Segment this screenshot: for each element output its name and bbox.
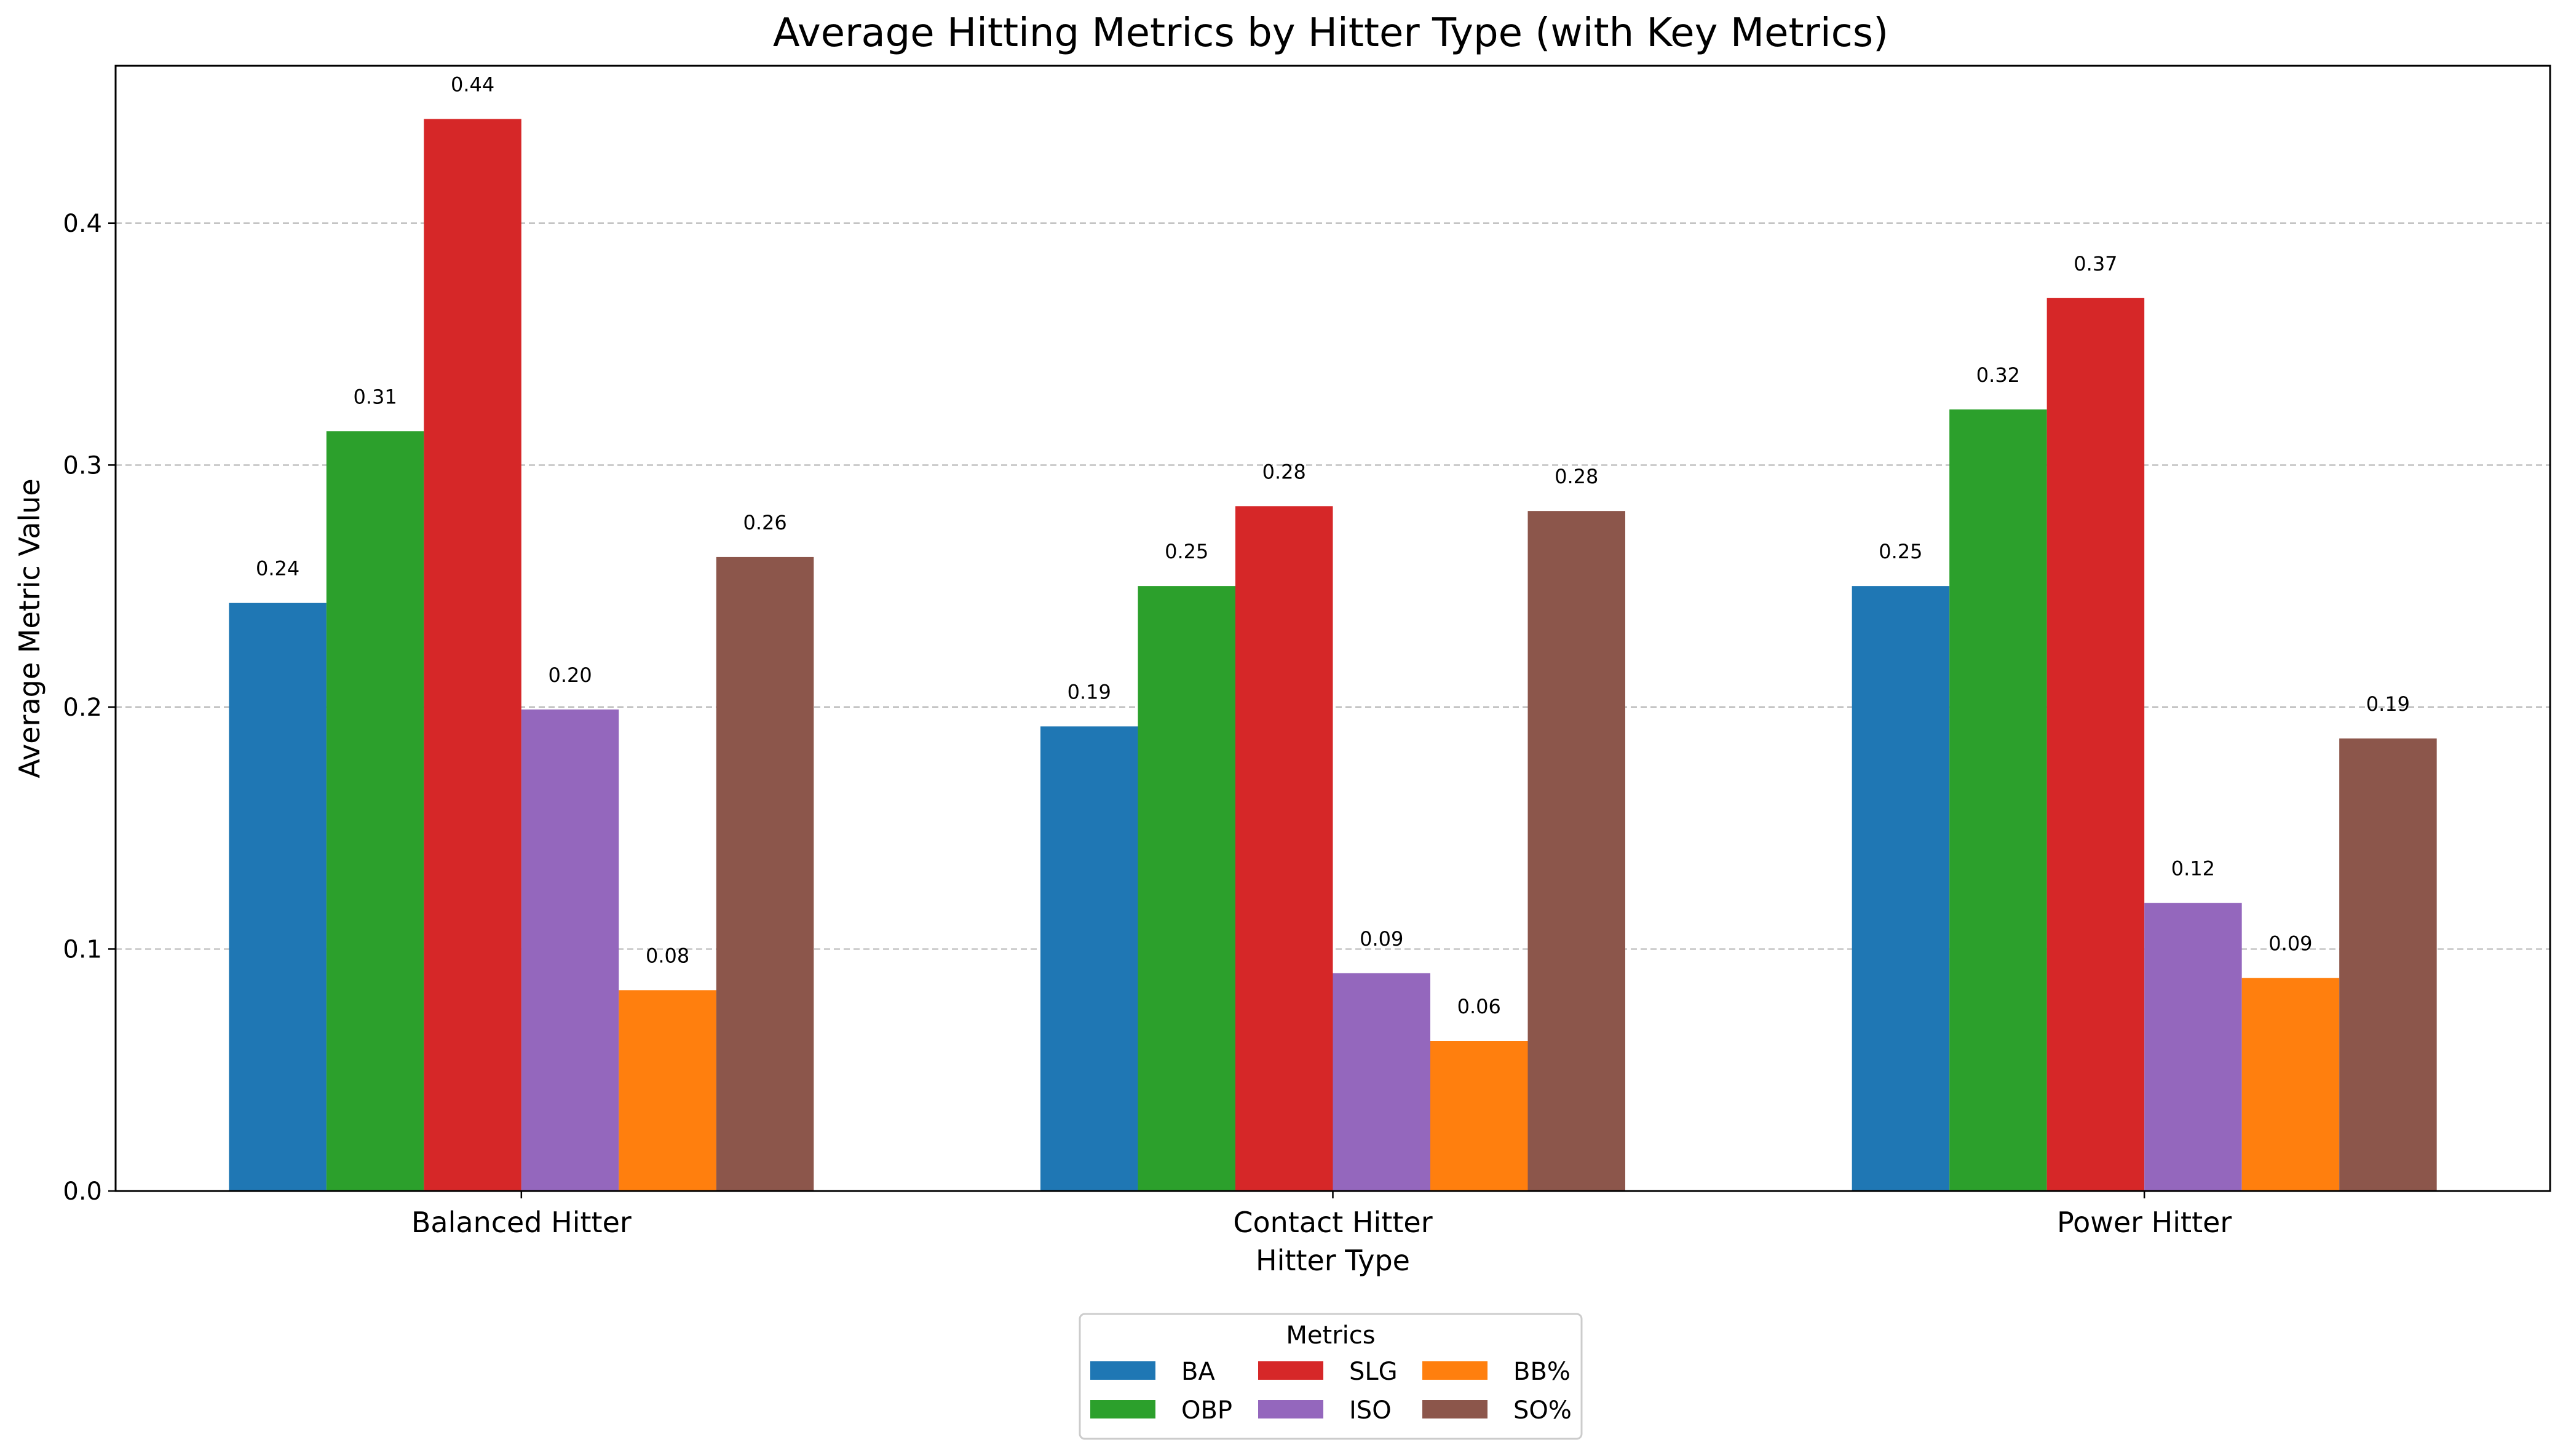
- data-label: 0.19: [2366, 692, 2410, 716]
- y-tick-label: 0.3: [63, 451, 102, 480]
- axes: 0.0 0.1 0.2 0.3 0.4 Balanced Hitter Contact Hi…: [63, 210, 2232, 1239]
- data-label: 0.28: [1262, 460, 1306, 483]
- data-label: 0.09: [1360, 927, 1403, 951]
- x-tick-label: Balanced Hitter: [411, 1206, 632, 1239]
- legend-label: SLG: [1349, 1358, 1398, 1386]
- bar-obp-1: [1138, 586, 1235, 1191]
- data-label: 0.20: [548, 663, 592, 687]
- data-label: 0.26: [743, 511, 786, 534]
- data-label: 0.28: [1555, 465, 1598, 488]
- data-label: 0.12: [2171, 857, 2215, 880]
- legend-label: BB%: [1513, 1358, 1571, 1386]
- legend-swatch: [1422, 1361, 1487, 1380]
- data-label: 0.09: [2268, 932, 2312, 956]
- x-tick-label: Power Hitter: [2057, 1206, 2232, 1239]
- legend-swatch: [1090, 1361, 1155, 1380]
- bar-bb-pct-2: [2241, 978, 2340, 1191]
- legend-swatch: [1422, 1400, 1487, 1418]
- legend-label: BA: [1181, 1358, 1215, 1386]
- bar-iso-1: [1333, 973, 1430, 1191]
- bar-so-pct-0: [716, 556, 814, 1191]
- x-tick-label: Contact Hitter: [1233, 1206, 1432, 1239]
- bar-bb-pct-0: [619, 990, 716, 1191]
- bars: [229, 119, 2437, 1192]
- chart-title: Average Hitting Metrics by Hitter Type (…: [773, 10, 1888, 56]
- bar-bb-pct-1: [1430, 1041, 1528, 1191]
- y-axis-title: Average Metric Value: [13, 478, 46, 778]
- bar-ba-0: [229, 603, 327, 1191]
- data-label: 0.32: [1976, 363, 2020, 387]
- bar-so-pct-2: [2339, 738, 2437, 1191]
- data-label: 0.37: [2074, 252, 2117, 275]
- y-tick-label: 0.1: [63, 935, 102, 963]
- legend-label: OBP: [1181, 1396, 1232, 1425]
- legend-label: ISO: [1349, 1396, 1392, 1425]
- bar-iso-2: [2144, 903, 2242, 1191]
- legend-swatch: [1258, 1361, 1323, 1380]
- data-label: 0.44: [451, 73, 494, 97]
- bar-ba-2: [1852, 586, 1950, 1191]
- data-label: 0.25: [1165, 540, 1208, 563]
- data-label: 0.08: [646, 944, 689, 967]
- data-label: 0.19: [1068, 680, 1111, 703]
- legend-swatch: [1090, 1400, 1155, 1418]
- bar-iso-0: [521, 709, 619, 1191]
- data-label: 0.06: [1457, 995, 1501, 1018]
- legend-swatch: [1258, 1400, 1323, 1418]
- bar-slg-2: [2046, 298, 2145, 1192]
- legend-label: SO%: [1513, 1396, 1572, 1425]
- y-tick-label: 0.0: [63, 1177, 102, 1206]
- bar-slg-0: [424, 119, 521, 1191]
- data-label: 0.24: [256, 557, 299, 580]
- bar-obp-2: [1949, 409, 2047, 1192]
- bar-obp-0: [326, 431, 424, 1191]
- x-axis-title: Hitter Type: [1256, 1244, 1410, 1277]
- legend: Metrics BA OBP SLG ISO BB% SO%: [1079, 1313, 1583, 1440]
- bar-so-pct-1: [1527, 511, 1625, 1191]
- data-label: 0.25: [1879, 540, 1922, 563]
- y-tick-label: 0.2: [63, 694, 102, 722]
- legend-title: Metrics: [1286, 1321, 1375, 1350]
- y-tick-label: 0.4: [63, 210, 102, 238]
- bar-slg-1: [1235, 506, 1333, 1191]
- bar-ba-1: [1040, 726, 1138, 1191]
- data-label: 0.31: [353, 385, 397, 408]
- data-labels: 0.24 0.31 0.44 0.20 0.08 0.26 0.19 0.25 0.28 0.09…: [256, 73, 2410, 1018]
